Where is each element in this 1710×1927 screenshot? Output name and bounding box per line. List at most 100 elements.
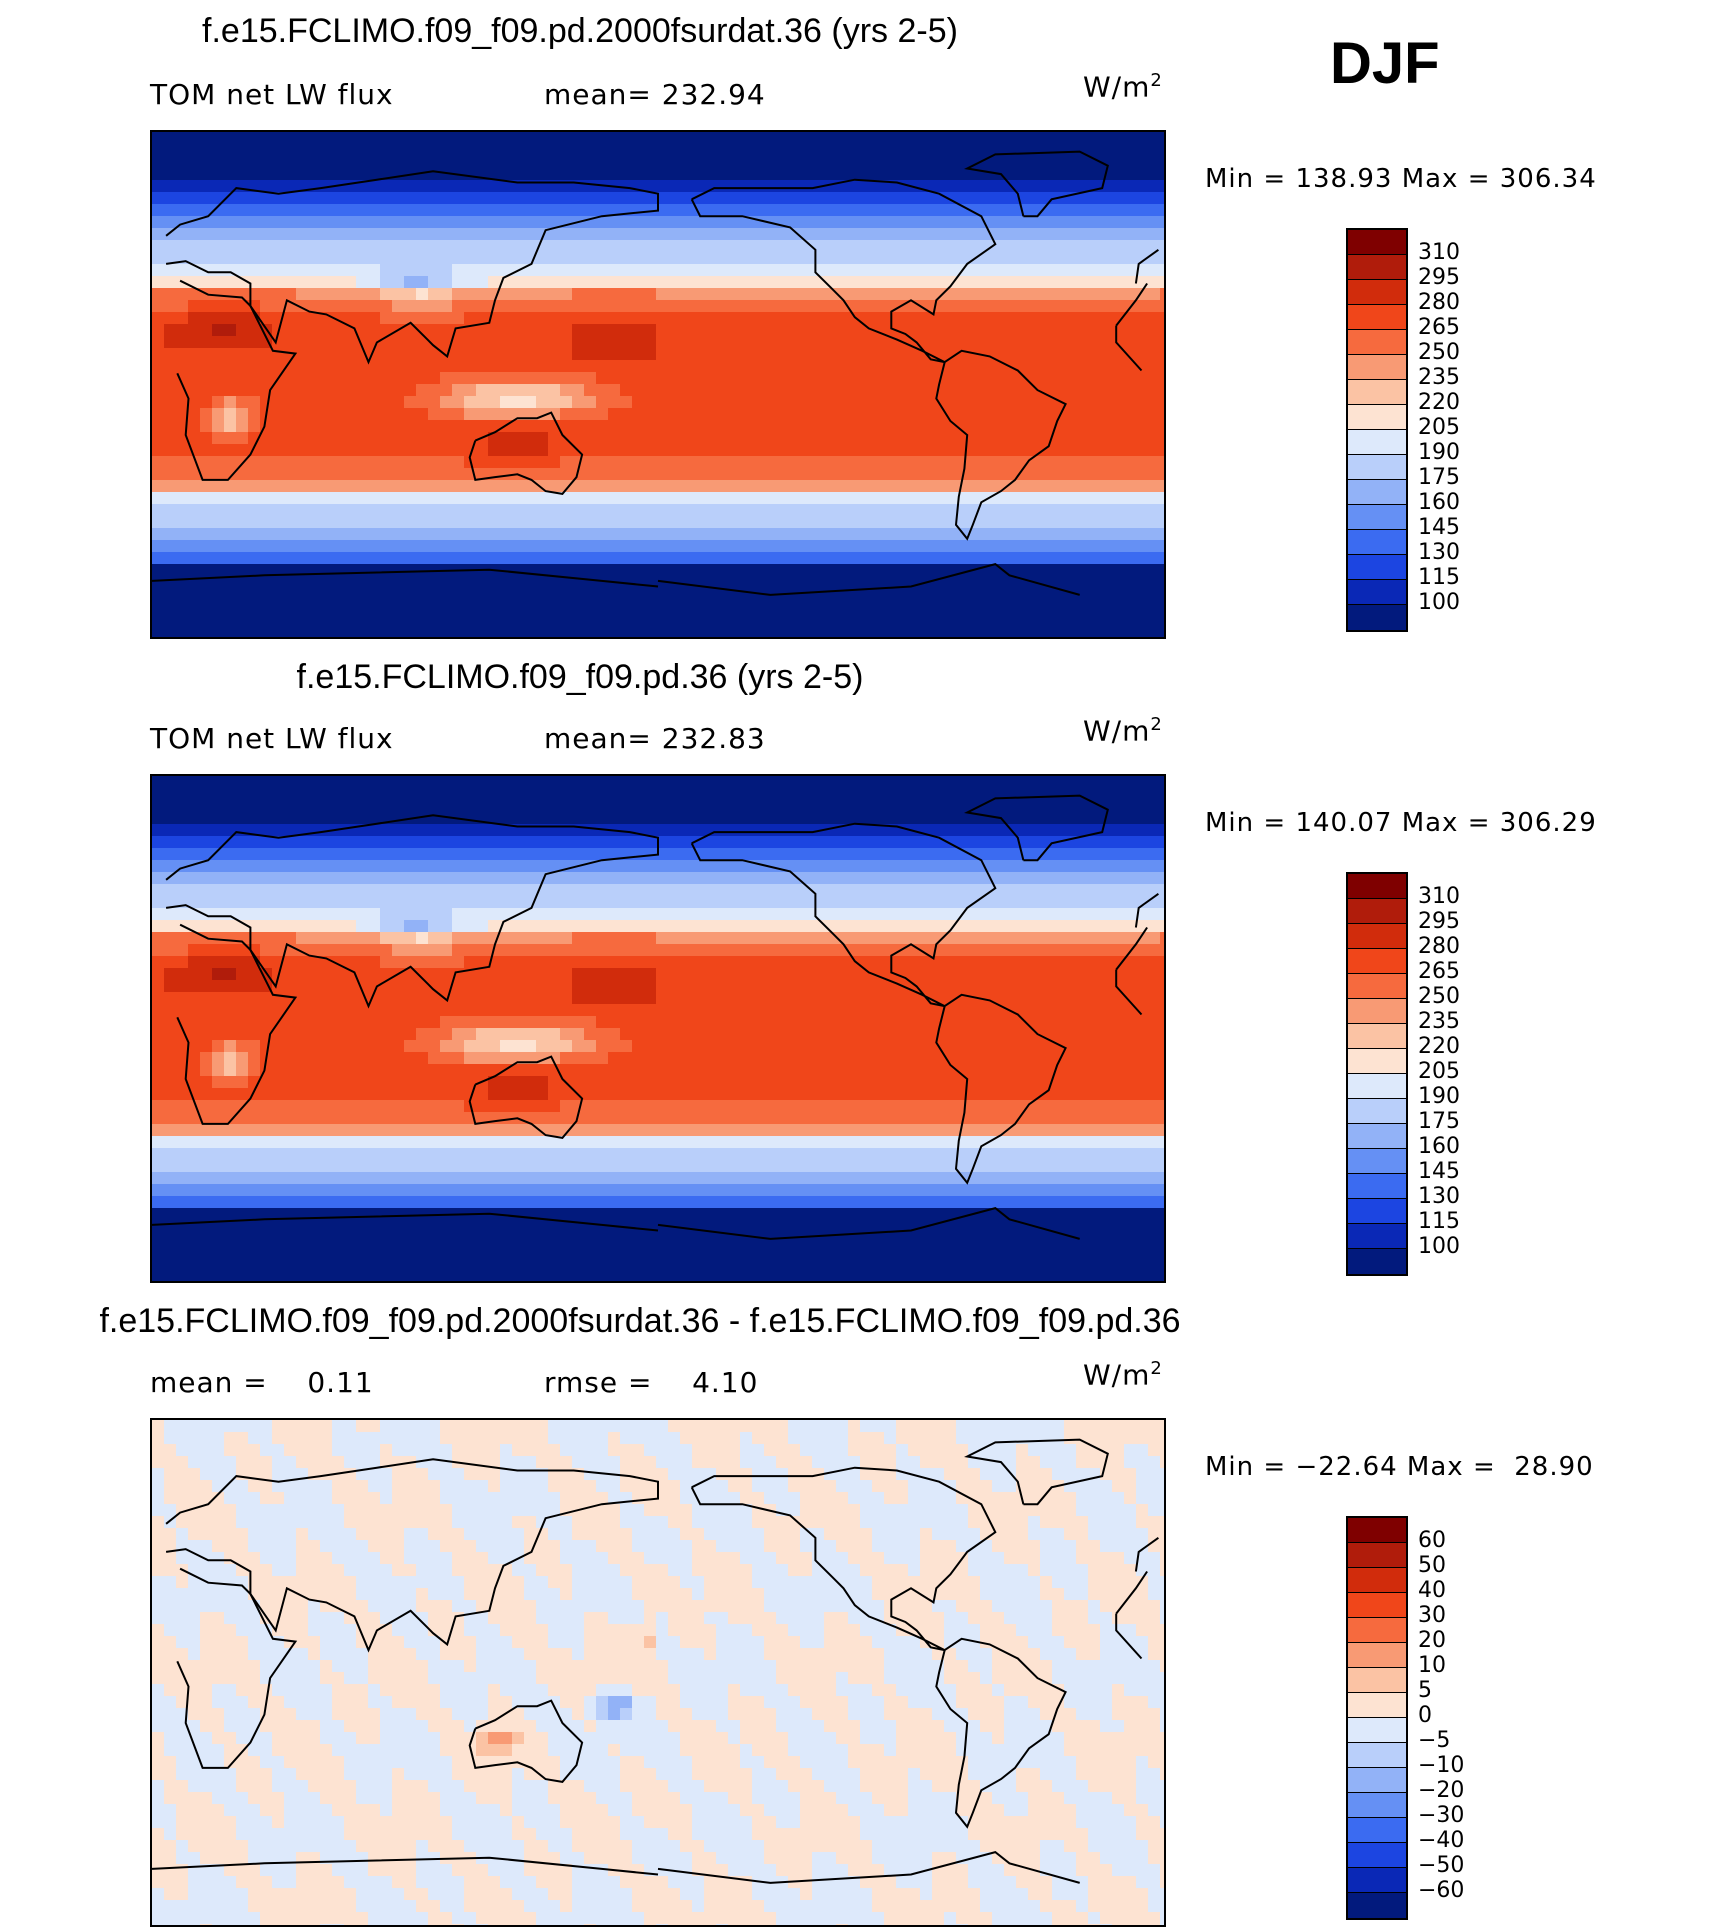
field-cell (488, 336, 501, 349)
field-cell (248, 168, 261, 181)
field-cell (152, 944, 165, 957)
field-cell (860, 276, 873, 289)
field-cell (320, 156, 333, 169)
field-cell (1088, 600, 1101, 613)
field-cell (380, 636, 393, 637)
field-cell (200, 324, 213, 337)
field-cell (356, 504, 369, 517)
field-cell (908, 884, 921, 897)
field-cell (392, 932, 405, 945)
field-cell (800, 372, 813, 385)
field-cell (212, 180, 225, 193)
field-cell (1112, 288, 1125, 301)
field-cell (476, 872, 489, 885)
field-cell (320, 540, 333, 553)
field-cell (296, 812, 309, 825)
field-cell (908, 144, 921, 157)
field-cell (728, 860, 741, 873)
field-cell (752, 216, 765, 229)
field-cell (500, 800, 513, 813)
field-cell (668, 492, 681, 505)
field-cell (416, 516, 429, 529)
field-cell (356, 944, 369, 957)
field-cell (764, 908, 777, 921)
field-cell (1160, 372, 1164, 385)
field-cell (836, 444, 849, 457)
field-cell (404, 156, 417, 169)
field-cell (704, 516, 717, 529)
field-cell (476, 624, 489, 637)
field-cell (692, 908, 705, 921)
field-cell (1028, 288, 1041, 301)
field-cell (272, 396, 285, 409)
field-cell (668, 348, 681, 361)
field-cell (1064, 276, 1077, 289)
field-cell (908, 528, 921, 541)
field-cell (608, 932, 621, 945)
field-cell (1100, 612, 1113, 625)
field-cell (896, 144, 909, 157)
field-cell (632, 192, 645, 205)
field-cell (680, 492, 693, 505)
field-cell (968, 324, 981, 337)
field-cell (464, 788, 477, 801)
colorbar-swatch (1348, 530, 1406, 555)
field-cell (1064, 824, 1077, 837)
field-cell (932, 540, 945, 553)
field-cell (680, 824, 693, 837)
field-cell (896, 348, 909, 361)
field-cell (440, 600, 453, 613)
field-cell (212, 468, 225, 481)
field-cell (380, 252, 393, 265)
field-cell (512, 276, 525, 289)
field-cell (356, 468, 369, 481)
field-cell (344, 480, 357, 493)
field-cell (488, 860, 501, 873)
field-cell (236, 612, 249, 625)
field-cell (1004, 240, 1017, 253)
field-cell (236, 504, 249, 517)
field-cell (656, 276, 669, 289)
field-cell (620, 264, 633, 277)
field-cell (752, 408, 765, 421)
field-cell (632, 776, 645, 789)
field-cell (884, 204, 897, 217)
field-cell (560, 884, 573, 897)
field-cell (500, 144, 513, 157)
field-cell (608, 872, 621, 885)
field-cell (656, 336, 669, 349)
field-cell (656, 788, 669, 801)
field-cell (716, 800, 729, 813)
field-cell (536, 624, 549, 637)
field-cell (164, 204, 177, 217)
field-cell (644, 240, 657, 253)
field-cell (548, 896, 561, 909)
field-cell (1088, 228, 1101, 241)
field-cell (536, 812, 549, 825)
field-cell (224, 360, 237, 373)
field-cell (1028, 552, 1041, 565)
field-cell (1004, 420, 1017, 433)
field-cell (800, 516, 813, 529)
field-cell (332, 420, 345, 433)
field-cell (1148, 812, 1161, 825)
field-cell (1160, 156, 1164, 169)
field-cell (1016, 896, 1029, 909)
field-cell (1100, 420, 1113, 433)
field-cell (284, 896, 297, 909)
field-cell (608, 240, 621, 253)
field-cell (1028, 884, 1041, 897)
field-cell (692, 408, 705, 421)
colorbar-tick-label: 310 (1418, 240, 1460, 265)
field-cell (692, 564, 705, 577)
field-cell (848, 456, 861, 469)
field-cell (308, 408, 321, 421)
field-cell (668, 884, 681, 897)
field-cell (488, 504, 501, 517)
field-cell (356, 228, 369, 241)
field-cell (752, 360, 765, 373)
field-cell (656, 776, 669, 789)
field-cell (752, 288, 765, 301)
field-cell (380, 192, 393, 205)
field-cell (872, 540, 885, 553)
